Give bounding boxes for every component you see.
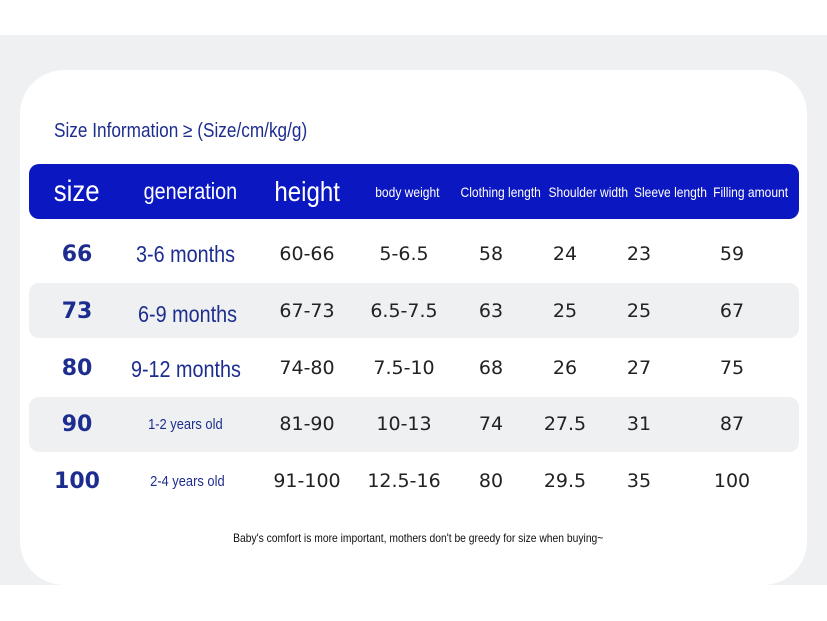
cell-clothing-length: 74 bbox=[478, 413, 504, 435]
cell-size: 66 bbox=[61, 241, 93, 267]
header-clothing-length: Clothing length bbox=[460, 183, 542, 200]
cell-filling-amount: 75 bbox=[719, 357, 745, 379]
cell-size: 90 bbox=[61, 411, 93, 437]
cell-filling-amount: 87 bbox=[719, 413, 745, 435]
cell-generation: 3-6 months bbox=[136, 240, 236, 267]
cell-sleeve-length: 23 bbox=[626, 243, 652, 265]
cell-size: 100 bbox=[54, 468, 100, 494]
header-filling-amount: Filling amount bbox=[713, 183, 789, 200]
cell-body-weight: 6.5-7.5 bbox=[370, 300, 438, 322]
cell-clothing-length: 80 bbox=[478, 470, 504, 492]
cell-clothing-length: 68 bbox=[478, 357, 504, 379]
cell-size: 80 bbox=[61, 355, 93, 381]
cell-sleeve-length: 27 bbox=[626, 357, 652, 379]
cell-sleeve-length: 25 bbox=[626, 300, 652, 322]
cell-body-weight: 7.5-10 bbox=[373, 357, 435, 379]
cell-body-weight: 5-6.5 bbox=[379, 243, 429, 265]
cell-height: 67-73 bbox=[279, 300, 335, 322]
cell-filling-amount: 100 bbox=[713, 470, 751, 492]
header-height: height bbox=[274, 175, 340, 207]
header-shoulder-width: Shoulder width bbox=[548, 183, 628, 200]
cell-shoulder-width: 25 bbox=[552, 300, 578, 322]
cell-height: 81-90 bbox=[279, 413, 335, 435]
cell-generation: 1-2 years old bbox=[147, 415, 223, 433]
cell-shoulder-width: 27.5 bbox=[543, 413, 587, 435]
cell-clothing-length: 58 bbox=[478, 243, 504, 265]
row-stripe bbox=[29, 397, 799, 452]
table-header bbox=[29, 164, 799, 219]
cell-shoulder-width: 29.5 bbox=[543, 470, 587, 492]
cell-filling-amount: 59 bbox=[719, 243, 745, 265]
header-size: size bbox=[54, 174, 100, 208]
header-body-weight: body weight bbox=[374, 183, 440, 200]
cell-sleeve-length: 35 bbox=[626, 470, 652, 492]
cell-clothing-length: 63 bbox=[478, 300, 504, 322]
cell-shoulder-width: 26 bbox=[552, 357, 578, 379]
cell-sleeve-length: 31 bbox=[626, 413, 652, 435]
cell-height: 60-66 bbox=[279, 243, 335, 265]
footer-note: Baby's comfort is more important, mother… bbox=[233, 531, 604, 545]
page-title: Size Information ≥ (Size/cm/kg/g) bbox=[54, 120, 308, 142]
cell-shoulder-width: 24 bbox=[552, 243, 578, 265]
header-sleeve-length: Sleeve length bbox=[633, 183, 707, 200]
row-stripe bbox=[29, 283, 799, 338]
cell-height: 91-100 bbox=[273, 470, 341, 492]
cell-filling-amount: 67 bbox=[719, 300, 745, 322]
cell-body-weight: 12.5-16 bbox=[367, 470, 441, 492]
cell-generation: 2-4 years old bbox=[149, 472, 225, 490]
cell-height: 74-80 bbox=[279, 357, 335, 379]
cell-size: 73 bbox=[61, 298, 93, 324]
cell-generation: 9-12 months bbox=[131, 355, 241, 382]
header-generation: generation bbox=[143, 178, 237, 204]
cell-body-weight: 10-13 bbox=[376, 413, 432, 435]
cell-generation: 6-9 months bbox=[138, 300, 238, 327]
